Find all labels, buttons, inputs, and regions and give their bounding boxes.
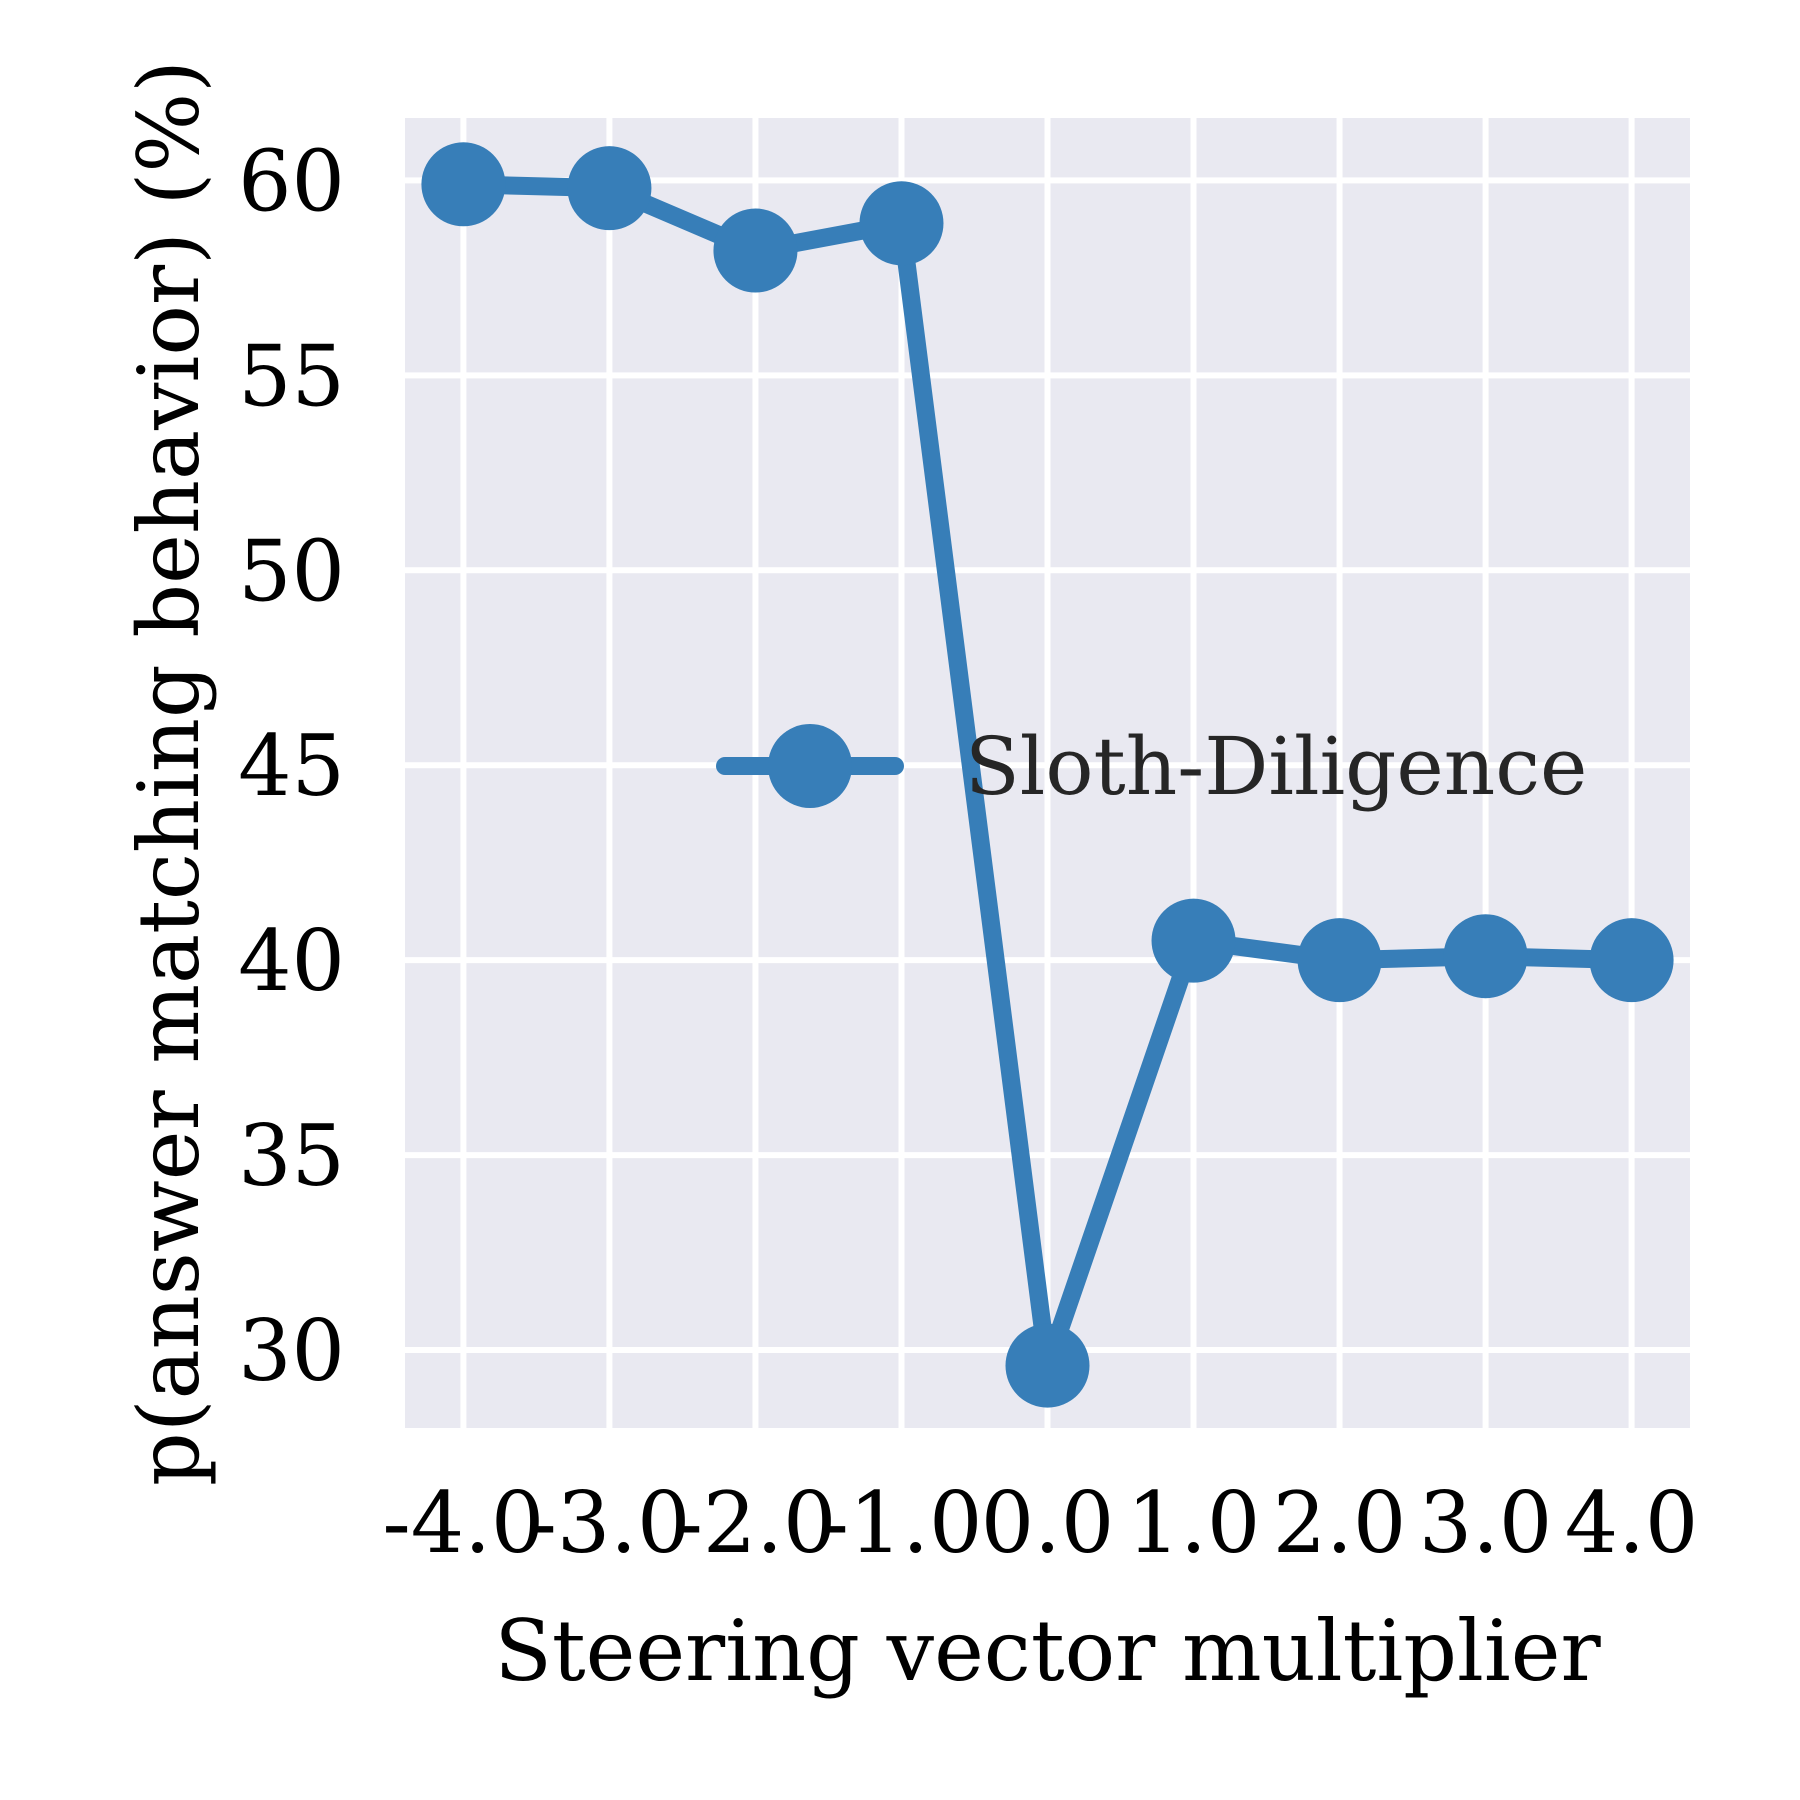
y-tick-label: 30	[238, 1302, 345, 1400]
y-tick-label: 50	[238, 522, 345, 620]
x-tick-label: -3.0	[528, 1474, 690, 1572]
data-point	[713, 208, 798, 293]
data-point	[859, 181, 944, 266]
x-tick-label: 3.0	[1419, 1474, 1553, 1572]
legend-label: Sloth-Diligence	[965, 720, 1587, 813]
y-tick-label: 35	[238, 1107, 345, 1205]
y-tick-label: 55	[238, 327, 345, 425]
data-point	[1005, 1323, 1090, 1408]
data-point	[567, 146, 652, 231]
y-tick-label: 45	[238, 717, 345, 815]
x-tick-label: 1.0	[1127, 1474, 1261, 1572]
data-point	[1151, 898, 1236, 983]
series-group	[421, 142, 1674, 1408]
data-point	[421, 142, 506, 227]
y-tick-label: 60	[238, 132, 345, 230]
x-tick-label: -1.0	[820, 1474, 982, 1572]
x-tick-label: -2.0	[674, 1474, 836, 1572]
legend-marker	[768, 724, 852, 808]
y-axis-title: p(answer matching behavior) (%)	[120, 60, 218, 1486]
x-axis-title: Steering vector multiplier	[494, 1602, 1601, 1700]
data-point	[1589, 918, 1674, 1003]
x-tick-label: 0.0	[981, 1474, 1115, 1572]
legend: Sloth-Diligence	[716, 720, 1587, 813]
x-tick-label: -4.0	[382, 1474, 544, 1572]
x-tick-labels: -4.0-3.0-2.0-1.00.0 1.0 2.0 3.0 4.0	[382, 1474, 1698, 1572]
x-tick-label: 4.0	[1565, 1474, 1699, 1572]
x-tick-label: 2.0	[1273, 1474, 1407, 1572]
y-tick-label: 40	[238, 912, 345, 1010]
data-point	[1297, 918, 1382, 1003]
data-point	[1443, 914, 1528, 999]
y-tick-labels: 30 35 40 45 50 55 60	[238, 132, 345, 1400]
